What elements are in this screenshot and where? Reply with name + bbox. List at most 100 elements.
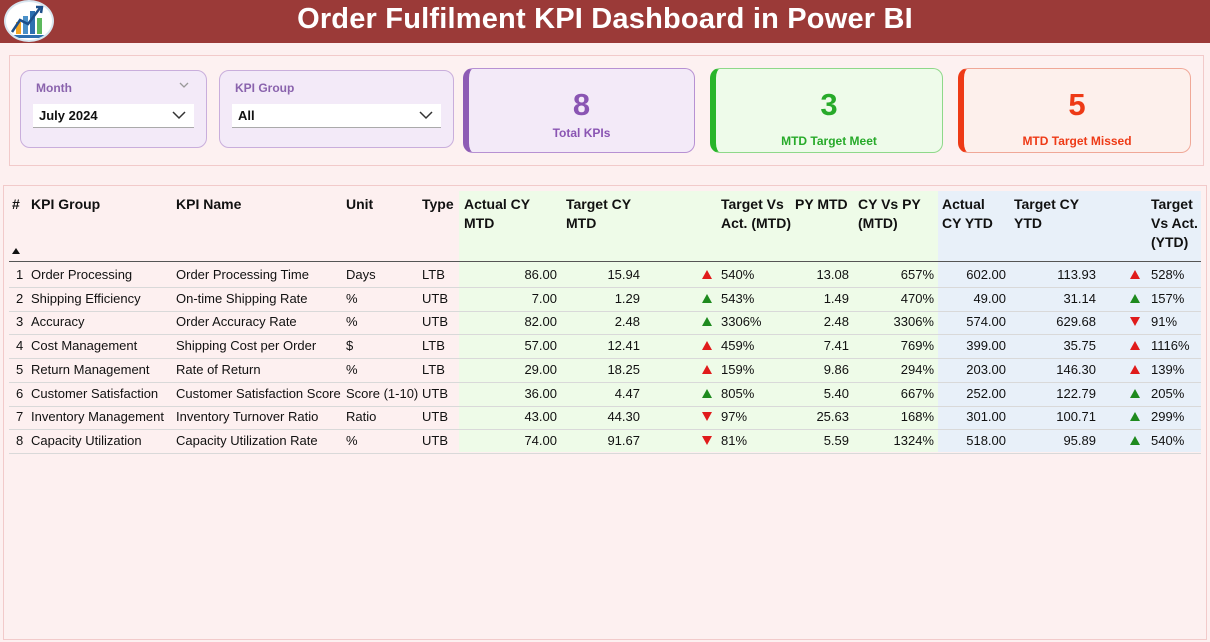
- chevron-down-icon[interactable]: [178, 80, 190, 90]
- unit-cell: %: [346, 290, 358, 306]
- target-cy-ytd-cell: 35.75: [1063, 338, 1096, 354]
- cy-vs-py-mtd-cell: 1324%: [893, 432, 934, 448]
- py-mtd-cell: 13.08: [816, 267, 849, 282]
- actual-cy-mtd-cell: 57.00: [524, 338, 557, 354]
- triangle-down-icon: [702, 412, 712, 422]
- kpi-group-cell: Return Management: [31, 361, 150, 377]
- col-header-py-mtd[interactable]: PY MTD: [795, 196, 848, 212]
- target-vs-act-mtd-cell: 3306%: [721, 314, 762, 330]
- col-header-target-vs-act-ytd[interactable]: Target Vs Act. (YTD): [1151, 196, 1198, 250]
- triangle-up-icon: [702, 317, 712, 327]
- mtd-target-meet-card: 3 MTD Target Meet: [710, 68, 943, 153]
- target-cy-mtd-cell: 91.67: [607, 432, 640, 448]
- triangle-up-icon: [1130, 388, 1140, 398]
- col-header-target-vs-act-mtd[interactable]: Target Vs Act. (MTD): [721, 196, 791, 231]
- kpi-name-cell: Rate of Return: [176, 361, 261, 377]
- page-title: Order Fulfilment KPI Dashboard in Power …: [297, 3, 913, 35]
- actual-cy-ytd-cell: 252.00: [966, 385, 1006, 401]
- target-vs-act-mtd-cell: 97%: [721, 409, 748, 425]
- mtd-target-missed-value: 5: [1068, 87, 1086, 122]
- total-kpis-value: 8: [572, 87, 591, 122]
- triangle-up-icon: [702, 270, 712, 279]
- py-mtd-cell: 7.41: [823, 338, 849, 354]
- unit-cell: %: [346, 314, 358, 330]
- kpi-group-cell: Order Processing: [31, 267, 133, 282]
- actual-cy-mtd-cell: 7.00: [531, 290, 557, 306]
- sort-ascending-icon[interactable]: [12, 248, 20, 254]
- col-header-actual-cy-ytd[interactable]: Actual CY YTD: [942, 196, 993, 231]
- cy-vs-py-mtd-cell: 470%: [900, 290, 934, 306]
- kpi-group-cell: Shipping Efficiency: [31, 290, 141, 306]
- actual-cy-mtd-cell: 86.00: [524, 267, 557, 282]
- kpi-group-selected-value: All: [238, 108, 255, 123]
- col-header-target-cy-ytd[interactable]: Target CY YTD: [1014, 196, 1079, 231]
- total-kpis-card: 8 Total KPIs: [463, 68, 695, 153]
- mtd-column-band: [459, 191, 938, 452]
- col-header-kpi-group[interactable]: KPI Group: [31, 196, 101, 212]
- cy-vs-py-mtd-cell: 168%: [900, 409, 934, 425]
- kpi-group-cell: Cost Management: [31, 338, 138, 354]
- row-divider: [9, 452, 1201, 454]
- target-cy-ytd-cell: 122.79: [1056, 385, 1096, 401]
- actual-cy-mtd-cell: 74.00: [524, 432, 557, 448]
- actual-cy-ytd-cell: 574.00: [966, 314, 1006, 330]
- kpi-name-cell: Inventory Turnover Ratio: [176, 409, 319, 425]
- type-cell: UTB: [422, 432, 448, 448]
- month-dropdown[interactable]: July 2024: [33, 104, 194, 128]
- type-cell: UTB: [422, 385, 448, 401]
- target-vs-act-mtd-cell: 81%: [721, 432, 748, 448]
- target-vs-act-mtd-cell: 543%: [721, 290, 755, 306]
- cy-vs-py-mtd-cell: 657%: [900, 267, 934, 282]
- py-mtd-cell: 9.86: [823, 361, 849, 377]
- row-divider: [9, 405, 1201, 407]
- kpi-group-cell: Inventory Management: [31, 409, 164, 425]
- target-vs-act-mtd-cell: 540%: [721, 267, 755, 282]
- target-cy-mtd-cell: 15.94: [607, 267, 640, 282]
- triangle-up-icon: [1130, 412, 1140, 422]
- kpi-name-cell: Shipping Cost per Order: [176, 338, 317, 354]
- triangle-up-icon: [702, 364, 712, 374]
- triangle-up-icon: [702, 388, 712, 398]
- header-banner: Order Fulfilment KPI Dashboard in Power …: [0, 0, 1210, 43]
- type-cell: UTB: [422, 409, 448, 425]
- kpi-group-cell: Customer Satisfaction: [31, 385, 159, 401]
- target-cy-ytd-cell: 95.89: [1063, 432, 1096, 448]
- target-vs-act-ytd-cell: 139%: [1151, 361, 1185, 377]
- target-cy-mtd-cell: 2.48: [614, 314, 640, 330]
- mtd-target-meet-value: 3: [820, 87, 838, 122]
- col-header-actual-cy-mtd[interactable]: Actual CY MTD: [464, 196, 530, 231]
- type-cell: LTB: [422, 267, 445, 282]
- col-header-unit[interactable]: Unit: [346, 196, 374, 212]
- target-cy-ytd-cell: 629.68: [1056, 314, 1096, 330]
- mtd-target-missed-card: 5 MTD Target Missed: [958, 68, 1191, 153]
- unit-cell: %: [346, 361, 358, 377]
- target-vs-act-ytd-cell: 205%: [1151, 385, 1185, 401]
- row-num: 7: [16, 409, 24, 425]
- type-cell: UTB: [422, 290, 448, 306]
- row-num: 6: [16, 385, 24, 401]
- kpi-group-slicer-label: KPI Group: [235, 81, 295, 95]
- col-header-kpi-name[interactable]: KPI Name: [176, 196, 242, 212]
- actual-cy-ytd-cell: 602.00: [966, 267, 1006, 282]
- col-header-target-cy-mtd[interactable]: Target CY MTD: [566, 196, 631, 231]
- kpi-name-cell: On-time Shipping Rate: [176, 290, 308, 306]
- kpi-group-dropdown[interactable]: All: [232, 104, 441, 128]
- col-header-cy-vs-py-mtd[interactable]: CY Vs PY (MTD): [858, 196, 921, 231]
- triangle-up-icon: [1130, 341, 1140, 351]
- col-header-num[interactable]: #: [12, 196, 20, 212]
- triangle-down-icon: [702, 435, 712, 445]
- kpi-group-cell: Accuracy: [31, 314, 85, 330]
- cy-vs-py-mtd-cell: 769%: [900, 338, 934, 354]
- target-cy-ytd-cell: 113.93: [1057, 267, 1096, 282]
- unit-cell: Ratio: [346, 409, 377, 425]
- type-cell: LTB: [422, 338, 445, 354]
- triangle-down-icon: [1130, 317, 1140, 327]
- row-divider: [9, 334, 1201, 336]
- col-header-type[interactable]: Type: [422, 196, 454, 212]
- unit-cell: %: [346, 432, 358, 448]
- target-vs-act-mtd-cell: 159%: [721, 361, 755, 377]
- month-slicer: Month July 2024: [20, 70, 207, 148]
- chevron-down-icon: [172, 111, 186, 120]
- bar-chart-logo-icon: [4, 0, 54, 42]
- py-mtd-cell: 5.40: [823, 385, 849, 401]
